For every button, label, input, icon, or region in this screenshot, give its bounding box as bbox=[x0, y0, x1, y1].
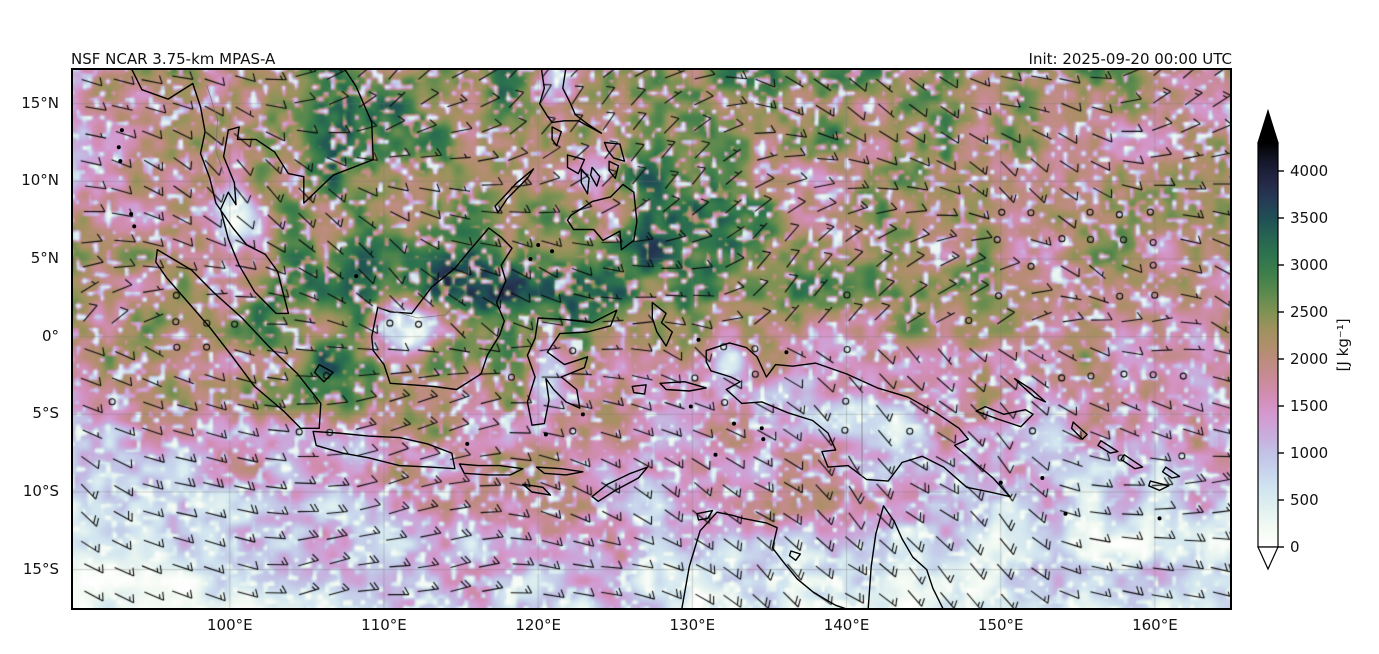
coast-new-ireland bbox=[1013, 377, 1047, 403]
small-island bbox=[116, 145, 121, 150]
small-island bbox=[731, 421, 736, 426]
coast-sumba bbox=[522, 483, 552, 496]
init-time: Init: 2025-09-20 00:00 UTC bbox=[1028, 50, 1232, 68]
x-tick-label-120: 120°E bbox=[515, 616, 561, 634]
coast-negros bbox=[580, 168, 590, 195]
coast-cebu bbox=[589, 166, 601, 187]
small-island bbox=[784, 350, 789, 355]
y-tick-label-0: 0° bbox=[41, 326, 59, 345]
coast-mindanao bbox=[566, 183, 638, 251]
colorbar-tick-label-1500: 1500 bbox=[1290, 397, 1328, 415]
y-tick-label--5: 5°S bbox=[32, 404, 59, 423]
colorbar-tick-label-0: 0 bbox=[1290, 538, 1300, 556]
colorbar-tick-label-3500: 3500 bbox=[1290, 209, 1328, 227]
small-island bbox=[580, 412, 585, 417]
small-island bbox=[536, 243, 541, 248]
colorbar-svg: 0 500 1000 1500 2000 2500 3000 3500 4000 [J kg⁻¹] bbox=[1257, 108, 1352, 571]
coast-new-guinea bbox=[705, 342, 1011, 498]
coast-australia-top-end bbox=[680, 511, 850, 610]
colorbar-tick-label-4000: 4000 bbox=[1290, 162, 1328, 180]
small-island bbox=[688, 404, 693, 409]
border-kalimantan bbox=[377, 269, 470, 319]
x-tick-label-160: 160°E bbox=[1132, 616, 1178, 634]
map-frame bbox=[71, 68, 1232, 610]
coast-bali-lombok bbox=[458, 463, 524, 476]
small-island bbox=[998, 480, 1003, 485]
coast-indochina bbox=[130, 68, 374, 315]
coast-choiseul bbox=[1097, 440, 1119, 454]
small-island bbox=[550, 249, 555, 254]
colorbar-tick-label-2000: 2000 bbox=[1290, 350, 1328, 368]
colorbar: 0 500 1000 1500 2000 2500 3000 3500 4000 [J kg⁻¹] bbox=[1244, 95, 1379, 595]
colorbar-tick-label-1000: 1000 bbox=[1290, 444, 1328, 462]
colorbar-tick-label-2500: 2500 bbox=[1290, 303, 1328, 321]
x-tick-label-140: 140°E bbox=[823, 616, 870, 634]
coast-leyte bbox=[608, 160, 620, 179]
x-tick-label-150: 150°E bbox=[977, 616, 1024, 634]
x-tick-label-100: 100°E bbox=[206, 616, 253, 634]
border-thai-myanmar bbox=[206, 84, 224, 174]
coast-luzon bbox=[539, 68, 603, 134]
y-tick-label-5: 5°N bbox=[30, 249, 59, 268]
coast-sumatra bbox=[155, 249, 322, 429]
coast-seram bbox=[659, 381, 707, 392]
coast-halmahera bbox=[651, 301, 673, 347]
coast-mindoro bbox=[551, 126, 562, 147]
small-island bbox=[761, 437, 766, 442]
small-island bbox=[528, 257, 533, 262]
colorbar-extend-min-arrow bbox=[1257, 546, 1279, 571]
small-island bbox=[1063, 511, 1068, 516]
coast-melville bbox=[696, 509, 714, 521]
colorbar-tick-label-3000: 3000 bbox=[1290, 256, 1328, 274]
x-tick-label-130: 130°E bbox=[669, 616, 716, 634]
coast-bougainville bbox=[1070, 421, 1088, 440]
cape-field-canvas bbox=[71, 68, 1232, 610]
y-tick-label--15: 15°S bbox=[22, 559, 59, 578]
small-island bbox=[1040, 475, 1045, 480]
small-island bbox=[119, 128, 124, 133]
small-island bbox=[465, 441, 470, 446]
coast-bangka bbox=[313, 363, 334, 383]
coastlines-overlay bbox=[71, 68, 1232, 610]
x-tick-label-110: 110°E bbox=[361, 616, 407, 634]
small-island bbox=[129, 211, 134, 216]
colorbar-extend-max-arrow bbox=[1257, 108, 1279, 144]
small-island bbox=[713, 452, 718, 457]
map-panel bbox=[71, 68, 1232, 610]
small-island bbox=[1157, 516, 1162, 521]
model-title: NSF NCAR 3.75-km MPAS-A bbox=[71, 50, 276, 68]
coast-buru bbox=[631, 384, 647, 395]
coast-flores bbox=[535, 466, 584, 476]
colorbar-unit-label: [J kg⁻¹] bbox=[1334, 318, 1352, 371]
small-island bbox=[132, 224, 137, 229]
coast-santa-isabel bbox=[1120, 454, 1144, 470]
coast-panay bbox=[566, 154, 586, 175]
y-tick-label-15: 15°N bbox=[21, 93, 59, 112]
coast-sulawesi bbox=[526, 309, 618, 426]
small-island bbox=[354, 274, 359, 279]
colorbar-gradient bbox=[1257, 142, 1279, 548]
coast-samar bbox=[603, 141, 626, 162]
coast-borneo bbox=[371, 227, 513, 391]
coast-new-britain bbox=[975, 405, 1034, 428]
small-island bbox=[759, 426, 764, 431]
coast-palawan bbox=[494, 168, 535, 214]
small-island bbox=[696, 337, 701, 342]
coast-malaita bbox=[1161, 466, 1181, 479]
colorbar-tick-label-500: 500 bbox=[1290, 491, 1319, 509]
coast-guadalcanal bbox=[1148, 480, 1170, 492]
y-tick-label--10: 10°S bbox=[22, 481, 59, 500]
coast-groote bbox=[788, 550, 801, 561]
coast-cape-york bbox=[867, 505, 945, 610]
coast-java bbox=[312, 430, 456, 470]
small-island bbox=[543, 432, 548, 437]
y-tick-label-10: 10°N bbox=[21, 171, 59, 190]
coast-timor bbox=[591, 466, 649, 502]
small-island bbox=[118, 159, 123, 164]
